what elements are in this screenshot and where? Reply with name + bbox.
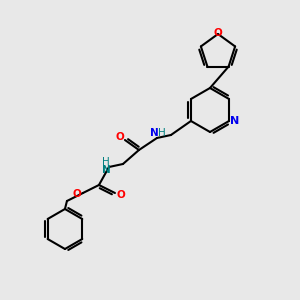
Text: N: N — [102, 165, 110, 175]
Text: O: O — [117, 190, 125, 200]
Text: N: N — [150, 128, 158, 138]
Text: H: H — [158, 128, 166, 138]
Text: O: O — [214, 28, 222, 38]
Text: N: N — [230, 116, 240, 126]
Text: H: H — [102, 157, 110, 167]
Text: O: O — [116, 132, 124, 142]
Text: O: O — [73, 189, 81, 199]
